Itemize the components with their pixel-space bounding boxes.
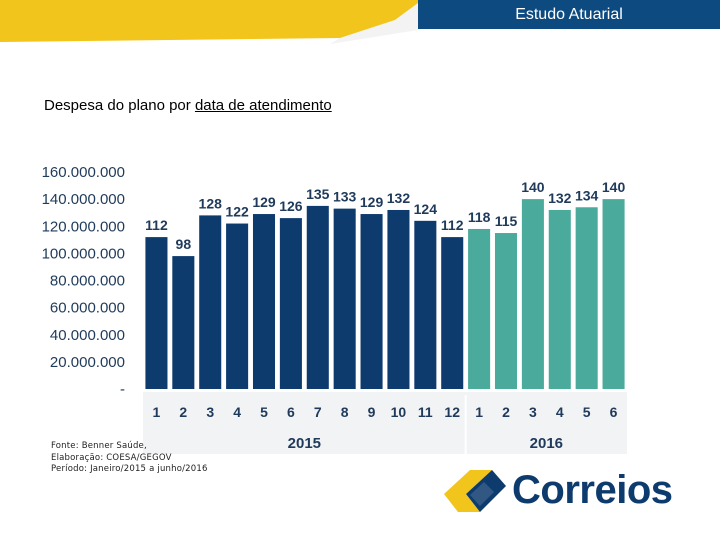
data-label: 112: [441, 217, 464, 233]
page-subtitle: Despesa do plano por data de atendimento: [44, 97, 332, 114]
bar-2015-10: [387, 209, 410, 389]
source-line-1: Fonte: Benner Saúde,: [51, 441, 147, 451]
correios-logo-text: Correios: [512, 468, 673, 512]
x-tick-label: 1: [153, 404, 161, 420]
year-label-2015: 2015: [288, 435, 321, 452]
bar-2016-5: [575, 207, 598, 389]
bar-2015-11: [414, 220, 437, 389]
header-title: Estudo Atuarial: [418, 0, 720, 29]
bar-2015-7: [306, 205, 329, 389]
bar-2015-2: [172, 256, 195, 389]
x-tick-label: 10: [391, 404, 407, 420]
x-tick-label: 2: [502, 404, 510, 420]
bar-2015-6: [279, 218, 302, 389]
data-label: 126: [279, 198, 303, 214]
data-label: 135: [306, 186, 330, 202]
bar-2015-1: [145, 237, 168, 389]
correios-logo: Correios: [440, 462, 685, 522]
data-label: 115: [495, 213, 518, 229]
bar-2016-4: [548, 209, 571, 389]
correios-logo-icon: [444, 470, 506, 512]
subtitle-underlined: data de atendimento: [194, 97, 332, 114]
x-tick-label: 11: [418, 404, 433, 420]
y-tick-label: 160.000.000: [42, 164, 125, 181]
x-tick-label: 12: [444, 404, 460, 420]
x-tick-label: 2: [179, 404, 187, 420]
source-note: Fonte: Benner Saúde, Elaboração: COESA/G…: [51, 441, 208, 476]
y-tick-label: 60.000.000: [50, 300, 125, 317]
data-label: 118: [468, 209, 491, 225]
bar-2016-2: [494, 233, 518, 389]
x-tick-label: 5: [583, 404, 591, 420]
bar-2015-4: [226, 223, 249, 389]
y-tick-label: 100.000.000: [42, 245, 125, 262]
data-label: 132: [548, 190, 572, 206]
data-label: 132: [387, 190, 411, 206]
x-tick-label: 6: [610, 404, 618, 420]
y-tick-label: 120.000.000: [42, 218, 125, 235]
bar-2015-3: [199, 215, 222, 389]
x-axis-panel: [143, 392, 627, 454]
data-label: 122: [225, 204, 249, 220]
x-tick-label: 1: [475, 404, 483, 420]
bar-2016-6: [602, 199, 625, 389]
bar-2015-5: [252, 214, 276, 389]
year-label-2016: 2016: [530, 435, 563, 452]
x-tick-label: 3: [206, 404, 214, 420]
x-tick-label: 3: [529, 404, 537, 420]
data-label: 124: [414, 201, 438, 217]
bar-2015-9: [360, 214, 383, 389]
data-label: 134: [575, 187, 599, 203]
x-tick-label: 5: [260, 404, 268, 420]
data-label: 129: [252, 194, 276, 210]
data-label: 133: [333, 189, 357, 205]
x-tick-label: 7: [314, 404, 322, 420]
bar-2016-1: [468, 228, 491, 389]
y-tick-label: 40.000.000: [50, 327, 125, 344]
data-label: 112: [145, 217, 168, 233]
y-tick-label: -: [120, 381, 125, 398]
bar-2015-12: [441, 237, 464, 389]
subtitle-prefix: Despesa do plano por: [44, 97, 195, 114]
data-label: 140: [521, 179, 545, 195]
y-tick-label: 80.000.000: [50, 273, 125, 290]
x-tick-label: 6: [287, 404, 295, 420]
y-tick-label: 20.000.000: [50, 354, 125, 371]
data-label: 128: [199, 195, 223, 211]
data-label: 98: [176, 236, 192, 252]
x-tick-label: 4: [233, 404, 241, 420]
x-tick-label: 8: [341, 404, 349, 420]
x-tick-label: 9: [368, 404, 376, 420]
bar-2016-3: [521, 199, 544, 389]
bar-2015-8: [333, 208, 356, 389]
source-line-2: Elaboração: COESA/GEGOV: [51, 452, 172, 463]
data-label: 140: [602, 179, 626, 195]
y-tick-label: 140.000.000: [42, 191, 125, 208]
x-tick-label: 4: [556, 404, 564, 420]
source-line-3: Período: Janeiro/2015 a junho/2016: [51, 464, 208, 474]
data-label: 129: [360, 194, 384, 210]
